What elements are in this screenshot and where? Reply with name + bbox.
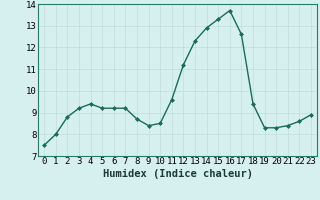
X-axis label: Humidex (Indice chaleur): Humidex (Indice chaleur)	[103, 169, 252, 179]
